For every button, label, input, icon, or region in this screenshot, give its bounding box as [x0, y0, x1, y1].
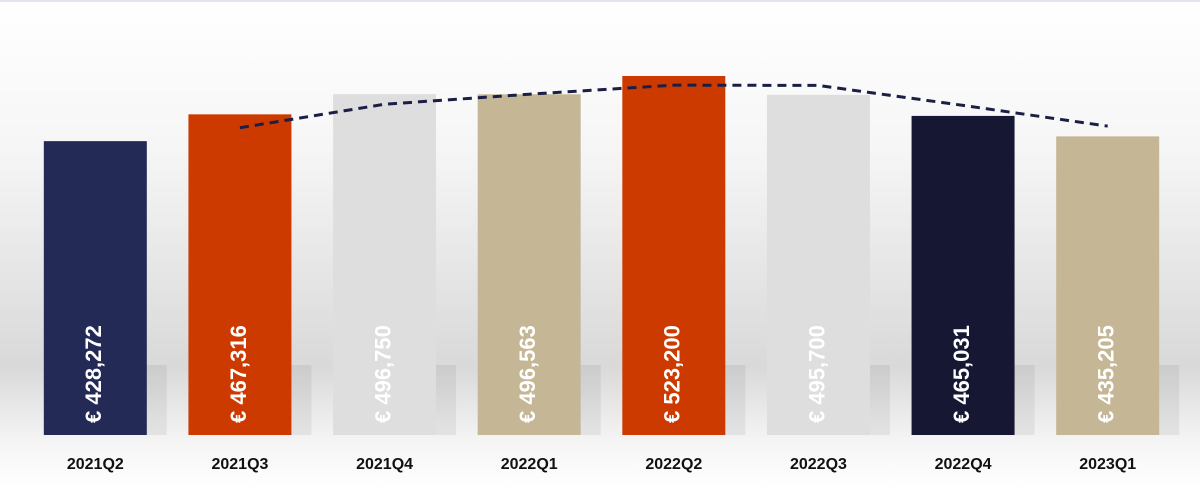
- value-label: € 496,750: [370, 325, 395, 423]
- x-tick-label: 2022Q3: [790, 456, 847, 473]
- x-tick-label: 2022Q2: [645, 456, 702, 473]
- value-label: € 428,272: [81, 325, 106, 423]
- x-tick-label: 2022Q1: [501, 456, 558, 473]
- value-label: € 495,700: [804, 325, 829, 423]
- x-tick-label: 2023Q1: [1079, 456, 1136, 473]
- value-label: € 523,200: [660, 325, 685, 423]
- bar: [333, 94, 437, 435]
- x-tick-label: 2022Q4: [935, 456, 992, 473]
- bar: [911, 115, 1015, 435]
- trend-line: [239, 83, 1108, 130]
- bar: [622, 76, 726, 435]
- value-label: € 435,205: [1094, 325, 1119, 423]
- value-label: € 496,563: [515, 325, 540, 423]
- x-tick-label: 2021Q4: [356, 456, 413, 473]
- value-label: € 465,031: [949, 325, 974, 423]
- value-label: € 467,316: [226, 325, 251, 423]
- bar: [1056, 136, 1160, 435]
- bar: [43, 141, 147, 435]
- x-tick-label: 2021Q2: [67, 456, 124, 473]
- bar: [766, 94, 870, 436]
- x-tick-label: 2021Q3: [211, 456, 268, 473]
- bar: [188, 114, 292, 435]
- bar: [477, 94, 581, 436]
